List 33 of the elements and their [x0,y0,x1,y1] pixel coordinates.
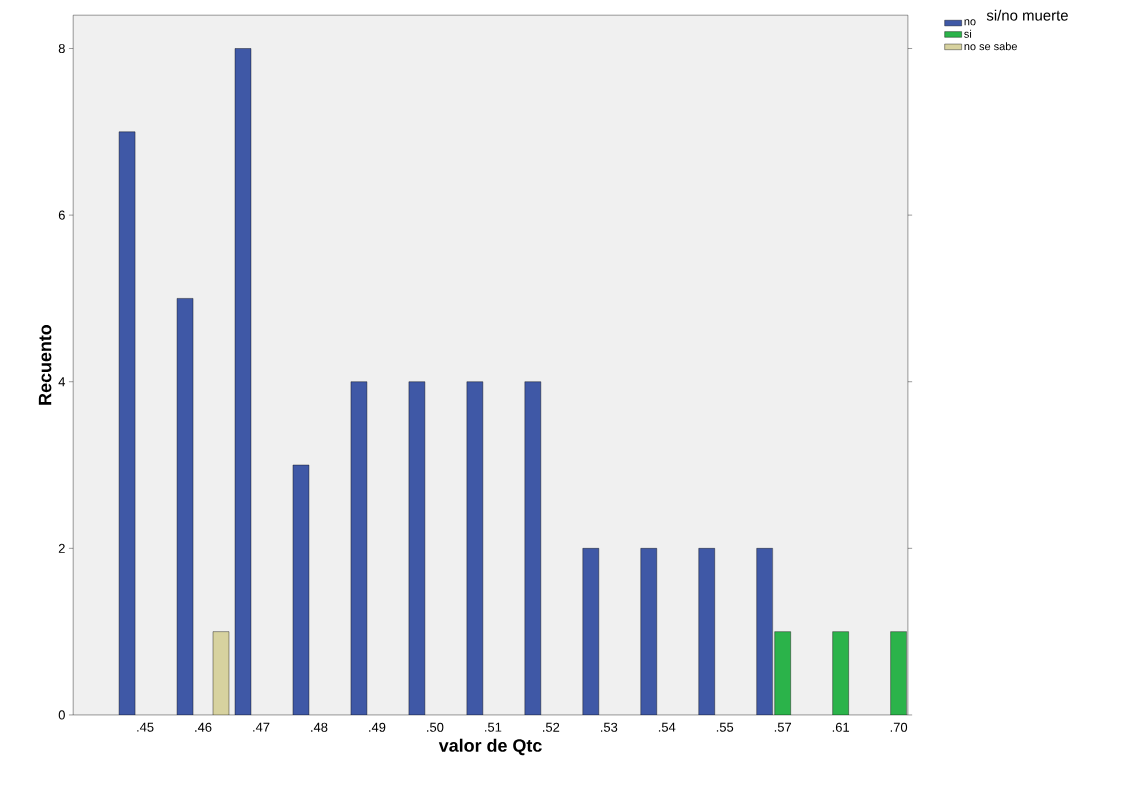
x-tick-label: .57 [774,722,792,732]
x-tick-label: .47 [253,722,270,732]
legend-label: no se sabe [964,42,1017,51]
y-axis-title: Recuento [38,324,52,405]
x-tick-label: .61 [832,722,850,732]
bar [582,548,599,715]
legend-label: no [964,19,976,26]
bar [640,548,657,715]
y-tick-label: 0 [58,710,65,720]
x-tick-label: .70 [890,722,908,732]
bar [698,548,715,715]
x-tick-label: .54 [658,722,676,732]
x-tick-label: .52 [543,722,560,732]
bar [890,631,907,715]
x-tick-label: .49 [369,722,386,732]
bar [524,381,542,715]
x-tick-label: .45 [137,722,154,732]
legend-label: si [964,29,972,38]
bar [756,548,773,715]
x-tick-label: .51 [485,722,502,732]
x-tick-label: .50 [427,722,444,732]
y-tick-label: 2 [58,543,65,553]
x-tick-label: .53 [600,722,618,732]
x-axis-title: valor de Qtc [438,738,542,756]
legend-title: si/no muerte [986,9,1068,21]
y-tick-label: 8 [58,43,65,54]
x-tick-label: .55 [716,722,734,732]
x-tick-label: .48 [311,722,328,732]
y-tick-label: 6 [58,210,65,220]
bar [832,631,849,715]
bar [774,631,791,715]
y-tick-label: 4 [58,377,66,387]
x-tick-label: .46 [195,722,212,732]
